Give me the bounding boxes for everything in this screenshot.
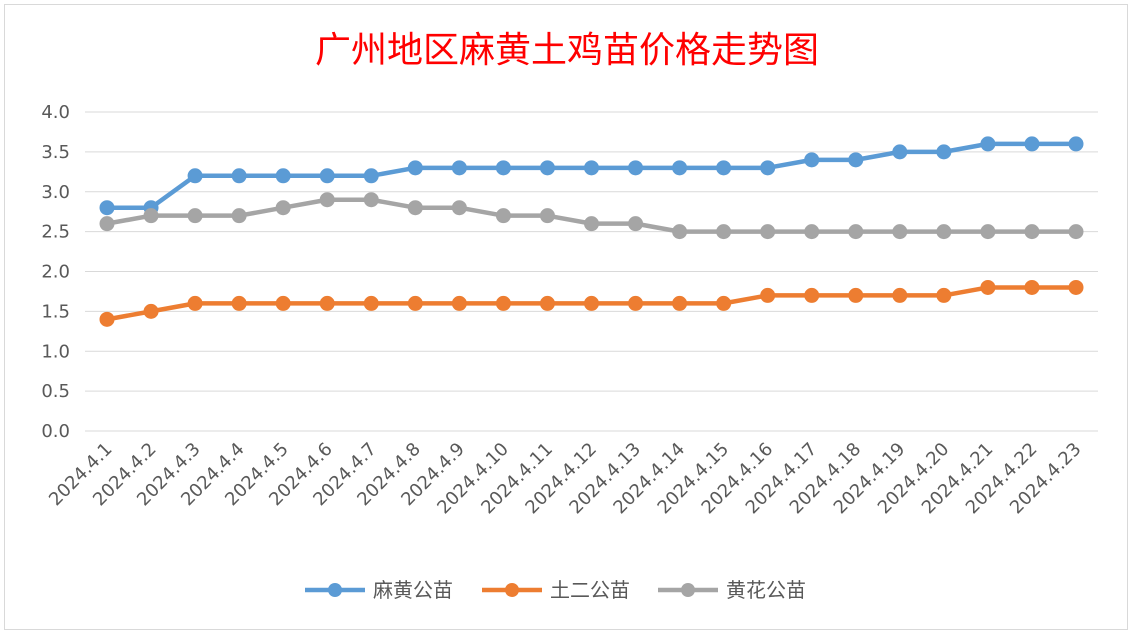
- data-point: [716, 160, 732, 176]
- data-point: [804, 287, 820, 303]
- data-point: [892, 224, 908, 240]
- data-point: [363, 168, 379, 184]
- data-point: [848, 287, 864, 303]
- data-point: [892, 144, 908, 160]
- data-point: [231, 295, 247, 311]
- data-point: [980, 224, 996, 240]
- data-point: [672, 224, 688, 240]
- legend-marker: [681, 583, 695, 597]
- data-point: [99, 311, 115, 327]
- data-point: [407, 160, 423, 176]
- chart-title: 广州地区麻黄土鸡苗价格走势图: [315, 30, 819, 71]
- y-tick-label: 1.0: [41, 341, 70, 362]
- y-axis-ticks: 0.0 0.5 1.0 1.5 2.0 2.5 3.0 3.5 4.0: [41, 102, 70, 442]
- series-line: [104, 141, 1079, 210]
- data-point: [1024, 279, 1040, 295]
- data-point: [980, 136, 996, 152]
- data-point: [584, 216, 599, 232]
- data-point: [1068, 279, 1084, 295]
- legend-item: 黄花公苗: [658, 578, 806, 602]
- data-point: [363, 192, 379, 208]
- data-point: [451, 200, 467, 216]
- y-tick-label: 4.0: [41, 102, 70, 123]
- data-point: [275, 200, 291, 216]
- data-point: [99, 200, 115, 216]
- data-point: [451, 295, 467, 311]
- data-point: [187, 208, 203, 224]
- data-point: [760, 160, 776, 176]
- data-point: [1024, 224, 1040, 240]
- data-point: [584, 295, 599, 311]
- data-point: [319, 192, 335, 208]
- legend-label: 麻黄公苗: [373, 578, 453, 602]
- data-point: [143, 208, 159, 224]
- chart-frame: [4, 4, 1128, 630]
- data-point: [936, 287, 952, 303]
- data-point: [363, 295, 379, 311]
- legend-marker: [505, 583, 519, 597]
- data-point: [495, 160, 511, 176]
- data-point: [319, 295, 335, 311]
- data-point: [804, 224, 820, 240]
- data-point: [187, 295, 203, 311]
- legend-item: 麻黄公苗: [305, 578, 453, 602]
- data-point: [892, 287, 908, 303]
- series-3: [99, 192, 1084, 240]
- legend-item: 土二公苗: [482, 578, 630, 602]
- data-point: [848, 152, 864, 168]
- data-point: [1068, 224, 1084, 240]
- y-tick-label: 2.0: [41, 262, 70, 283]
- data-point: [495, 208, 511, 224]
- data-point: [495, 295, 511, 311]
- y-tick-label: 0.0: [41, 421, 70, 442]
- data-point: [628, 216, 644, 232]
- legend-label: 黄花公苗: [726, 578, 806, 602]
- data-point: [980, 279, 996, 295]
- data-point: [187, 168, 203, 184]
- data-point: [275, 295, 291, 311]
- data-point: [628, 160, 644, 176]
- y-tick-label: 2.5: [41, 222, 70, 243]
- y-tick-label: 1.5: [41, 301, 70, 322]
- x-axis-ticks: 2024.4.12024.4.22024.4.32024.4.42024.4.5…: [45, 439, 1086, 519]
- series-1: [99, 136, 1084, 216]
- legend: 麻黄公苗 土二公苗 黄花公苗: [305, 578, 806, 602]
- series-lines: [99, 136, 1084, 327]
- legend-marker: [328, 583, 342, 597]
- data-point: [848, 224, 864, 240]
- data-point: [231, 168, 247, 184]
- data-point: [760, 287, 776, 303]
- data-point: [936, 144, 952, 160]
- y-tick-label: 3.5: [41, 142, 70, 163]
- y-tick-label: 0.5: [41, 381, 70, 402]
- data-point: [99, 216, 115, 232]
- series-2: [99, 279, 1084, 327]
- grid-lines: [85, 111, 1098, 432]
- data-point: [936, 224, 952, 240]
- data-point: [760, 224, 776, 240]
- data-point: [275, 168, 291, 184]
- data-point: [539, 295, 555, 311]
- data-point: [716, 224, 732, 240]
- data-point: [407, 295, 423, 311]
- data-point: [628, 295, 644, 311]
- data-point: [539, 208, 555, 224]
- data-point: [672, 160, 688, 176]
- data-point: [804, 152, 820, 168]
- legend-label: 土二公苗: [550, 578, 630, 602]
- data-point: [672, 295, 688, 311]
- data-point: [539, 160, 555, 176]
- data-point: [319, 168, 335, 184]
- data-point: [231, 208, 247, 224]
- data-point: [451, 160, 467, 176]
- data-point: [584, 160, 599, 176]
- data-point: [407, 200, 423, 216]
- data-point: [1068, 136, 1084, 152]
- y-tick-label: 3.0: [41, 182, 70, 203]
- data-point: [1024, 136, 1040, 152]
- data-point: [716, 295, 732, 311]
- data-point: [143, 303, 159, 319]
